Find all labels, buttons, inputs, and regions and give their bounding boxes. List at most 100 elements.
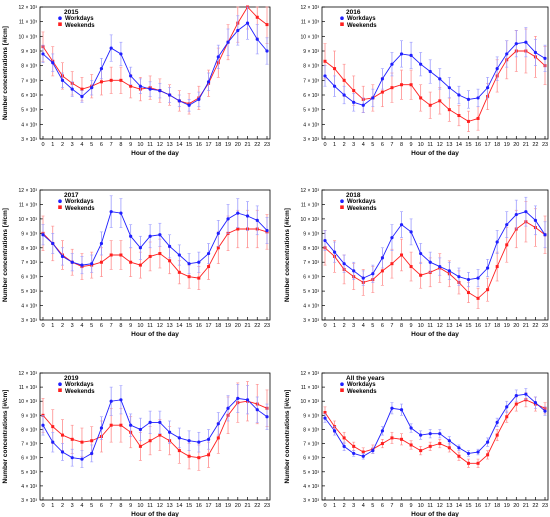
series-line [324, 399, 546, 464]
x-tick-label: 14 [176, 142, 182, 148]
x-tick-label: 2 [343, 142, 346, 148]
x-tick-label: 0 [41, 142, 44, 148]
x-tick-label: 13 [167, 142, 173, 148]
data-point [514, 402, 518, 406]
legend-label-weekends: Weekends [65, 389, 95, 395]
data-point [476, 461, 480, 465]
y-tick-label: 7 × 10³ [303, 78, 319, 84]
data-point [438, 77, 442, 81]
data-point [371, 96, 375, 100]
y-tick-label: 4 × 10³ [21, 122, 37, 128]
legend-marker-workdays [58, 382, 62, 387]
data-point [60, 433, 64, 437]
y-tick-label: 9 × 10³ [303, 413, 319, 419]
data-point [476, 276, 480, 280]
y-tick-label: 12 × 10³ [301, 5, 320, 11]
x-tick-label: 7 [110, 323, 113, 329]
x-tick-label: 3 [71, 323, 74, 329]
x-tick-label: 13 [446, 142, 452, 148]
y-tick-label: 8 × 10³ [21, 427, 37, 433]
data-point [148, 87, 152, 91]
x-tick-label: 15 [465, 142, 471, 148]
x-tick-label: 2 [61, 323, 64, 329]
x-tick-label: 20 [513, 503, 519, 509]
data-point [265, 415, 269, 419]
data-point [399, 408, 404, 412]
legend-marker-weekends [340, 388, 344, 392]
legend-label-weekends: Weekends [347, 23, 377, 29]
y-tick-label: 4 × 10³ [303, 484, 319, 490]
data-point [216, 55, 220, 59]
data-point [129, 234, 133, 238]
y-tick-label: 11 × 10³ [19, 20, 37, 26]
data-point [352, 269, 356, 273]
data-point [505, 52, 509, 56]
x-tick-label: 5 [90, 142, 93, 148]
data-point [41, 52, 45, 56]
x-tick-label: 2 [343, 503, 346, 509]
y-tick-label: 9 × 10³ [303, 231, 319, 237]
data-point [333, 67, 337, 71]
data-point [342, 444, 346, 448]
data-point [438, 99, 442, 103]
data-point [255, 15, 259, 19]
panel-title: 2018 [346, 192, 361, 199]
data-point [486, 453, 490, 457]
data-point [390, 236, 394, 240]
legend-label-workdays: Workdays [347, 382, 376, 388]
data-point [390, 406, 394, 410]
data-point [99, 260, 103, 264]
data-point [206, 251, 211, 256]
x-tick-label: 4 [362, 142, 365, 148]
x-tick-label: 14 [176, 503, 182, 509]
x-tick-label: 23 [264, 503, 270, 509]
x-tick-label: 16 [475, 142, 481, 148]
data-point [129, 84, 133, 88]
panel-title: 2015 [64, 9, 79, 16]
chart-panel: 3 × 10³ 4 × 10³ 5 × 10³ 6 × 10³ 7 × 10³ 8 × 1… [2, 188, 271, 338]
y-tick-label: 5 × 10³ [303, 108, 319, 114]
chart-panel: 3 × 10³ 4 × 10³ 5 × 10³ 6 × 10³ 7 × 10³ 8 × 1… [2, 371, 271, 517]
x-tick-label: 6 [100, 503, 103, 509]
data-point [60, 254, 65, 259]
data-point [323, 411, 327, 415]
data-point [409, 265, 413, 269]
legend-marker-weekends [58, 388, 62, 392]
x-tick-label: 23 [542, 323, 548, 329]
y-tick-label: 5 × 10³ [21, 470, 37, 476]
x-tick-label: 4 [362, 503, 365, 509]
x-tick-label: 6 [100, 142, 103, 148]
x-tick-label: 7 [390, 323, 393, 329]
data-point [226, 40, 230, 44]
chart-panel: 3 × 10³ 4 × 10³ 5 × 10³ 6 × 10³ 7 × 10³ 8 × 1… [301, 5, 549, 157]
data-point [216, 422, 220, 426]
data-point [419, 433, 423, 437]
data-point [438, 442, 442, 446]
x-tick-label: 9 [129, 142, 132, 148]
y-tick-label: 10 × 10³ [19, 34, 38, 40]
data-point [138, 263, 142, 267]
x-tick-label: 11 [427, 503, 433, 509]
data-point [409, 443, 413, 447]
y-tick-label: 6 × 10³ [303, 456, 319, 462]
x-tick-label: 0 [41, 323, 44, 329]
legend-label-workdays: Workdays [65, 382, 94, 388]
data-point [119, 398, 123, 402]
data-point [148, 420, 152, 424]
x-tick-label: 1 [51, 323, 54, 329]
x-tick-label: 17 [485, 142, 491, 148]
y-tick-label: 7 × 10³ [21, 260, 37, 266]
x-tick-label: 3 [352, 142, 355, 148]
data-point [419, 273, 423, 277]
legend-label-weekends: Weekends [347, 206, 377, 212]
data-point [41, 233, 45, 237]
data-point [207, 265, 211, 269]
y-tick-label: 4 × 10³ [303, 122, 319, 128]
series-workdays [323, 27, 547, 113]
data-point [514, 42, 518, 46]
legend-label-weekends: Weekends [65, 23, 95, 29]
data-point [90, 86, 94, 90]
data-point [129, 423, 133, 427]
y-tick-label: 12 × 10³ [19, 371, 38, 377]
x-tick-label: 3 [352, 323, 355, 329]
